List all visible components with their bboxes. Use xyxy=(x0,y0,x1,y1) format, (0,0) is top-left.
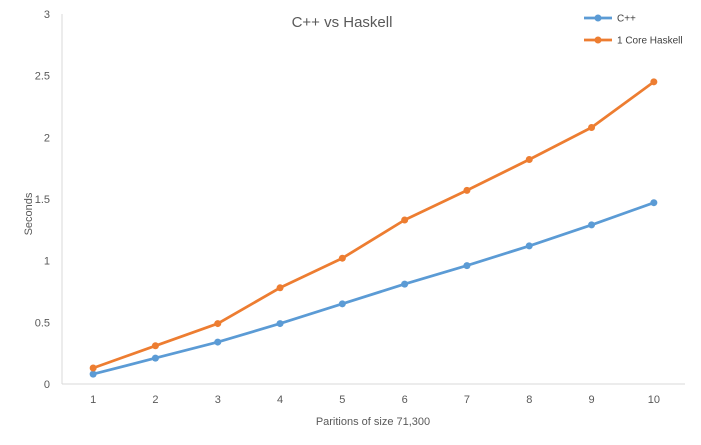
x-tick-label: 1 xyxy=(90,394,96,406)
data-point xyxy=(338,300,346,308)
legend-label: 1 Core Haskell xyxy=(617,36,683,47)
series-1 xyxy=(89,199,658,378)
data-point xyxy=(151,342,159,350)
x-tick-label: 3 xyxy=(215,394,221,406)
chart-title: C++ vs Haskell xyxy=(292,14,393,31)
legend-swatch-marker xyxy=(594,14,602,22)
data-point xyxy=(276,320,284,328)
series-layer xyxy=(89,78,658,378)
legend-label: C++ xyxy=(617,14,636,25)
x-tick-label: 7 xyxy=(464,394,470,406)
y-tick-label: 1.5 xyxy=(35,194,50,206)
data-point xyxy=(525,242,533,250)
y-axis-title: Seconds xyxy=(23,192,35,235)
x-tick-label: 4 xyxy=(277,394,283,406)
y-tick-label: 0 xyxy=(44,379,50,391)
data-point xyxy=(650,78,658,86)
x-tick-label: 8 xyxy=(526,394,532,406)
legend-item: 1 Core Haskell xyxy=(584,36,683,47)
series-line xyxy=(91,80,656,370)
data-point xyxy=(401,216,409,224)
legend: C++ 1 Core Haskell xyxy=(584,14,683,47)
y-tick-label: 2 xyxy=(44,132,50,144)
data-point xyxy=(650,199,658,207)
x-tick-label: 9 xyxy=(588,394,594,406)
y-tick-label: 2.5 xyxy=(35,71,50,83)
y-tick-labels: 0 0.5 1 1.5 2 2.5 3 xyxy=(35,9,50,391)
data-point xyxy=(525,156,533,164)
data-point xyxy=(588,123,596,131)
x-axis-title: Paritions of size 71,300 xyxy=(316,416,430,428)
series-line xyxy=(91,201,656,376)
data-point xyxy=(89,370,97,378)
data-point xyxy=(401,280,409,288)
data-point xyxy=(214,338,222,346)
y-tick-label: 0.5 xyxy=(35,317,50,329)
data-point xyxy=(276,284,284,292)
data-point xyxy=(463,262,471,270)
y-tick-label: 1 xyxy=(44,256,50,268)
data-point xyxy=(214,320,222,328)
x-tick-label: 6 xyxy=(402,394,408,406)
data-point xyxy=(588,221,596,229)
y-tick-label: 3 xyxy=(44,9,50,21)
x-tick-labels: 1 2 3 4 5 6 7 8 9 10 xyxy=(90,394,660,406)
data-point xyxy=(338,254,346,262)
data-point xyxy=(89,364,97,372)
data-point xyxy=(463,186,471,194)
legend-item: C++ xyxy=(584,14,636,25)
x-tick-label: 10 xyxy=(648,394,660,406)
x-tick-label: 2 xyxy=(152,394,158,406)
data-point xyxy=(151,354,159,362)
series-2 xyxy=(89,78,658,372)
legend-swatch-marker xyxy=(594,36,602,44)
x-tick-label: 5 xyxy=(339,394,345,406)
